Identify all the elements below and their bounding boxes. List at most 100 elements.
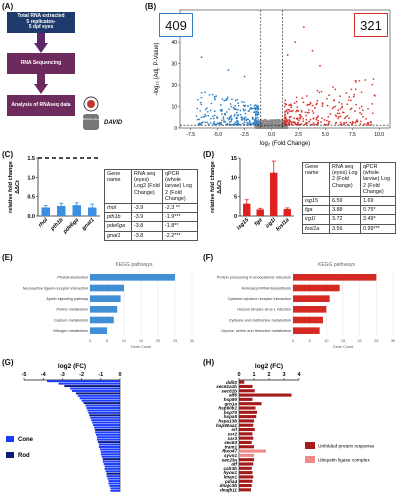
- volcano-point-up: [301, 97, 304, 100]
- legend-label: Unfolded protein response: [318, 444, 375, 450]
- volcano-point-ns: [274, 118, 277, 121]
- bar: [239, 479, 253, 483]
- category-label: lman1: [224, 475, 238, 480]
- volcano-point-down: [198, 122, 201, 125]
- volcano-point-up: [292, 121, 294, 124]
- volcano-point-up: [345, 116, 347, 118]
- volcano-point-up: [332, 106, 335, 108]
- volcano-point-down: [236, 116, 238, 119]
- volcano-point-up: [339, 107, 342, 110]
- volcano-point-up: [309, 102, 312, 105]
- bar: [90, 327, 107, 334]
- volcano-point-outlier: [374, 94, 376, 97]
- volcano-point-up: [356, 120, 359, 123]
- volcano-point-down: [208, 93, 211, 96]
- bar: [239, 462, 254, 466]
- volcano-point-up: [321, 103, 324, 105]
- volcano-point-up: [283, 123, 286, 126]
- volcano-point-up: [358, 79, 361, 82]
- bar: [72, 389, 120, 392]
- volcano-point-ns: [261, 125, 264, 127]
- volcano-point-up: [285, 109, 288, 112]
- volcano-point-up: [360, 91, 363, 94]
- bar: [77, 394, 120, 397]
- volcano-point-up: [354, 88, 357, 91]
- bar: [239, 458, 254, 462]
- x-axis-label: Gene Count: [131, 345, 152, 349]
- volcano-point-up: [371, 103, 374, 105]
- bar: [99, 448, 120, 451]
- volcano-point-down: [237, 114, 239, 117]
- qpcr-table-d: Gene name RNA seq (eyes) Log 2 (Fold Cha…: [302, 161, 396, 234]
- y-tick-label: 10: [171, 104, 177, 110]
- volcano-point-up: [327, 121, 330, 123]
- bar: [270, 172, 278, 216]
- table-cell: pde6ga: [104, 221, 132, 232]
- volcano-point-up: [333, 99, 335, 101]
- volcano-point-up: [352, 95, 355, 98]
- volcano-point-up: [297, 110, 300, 113]
- volcano-point-down: [214, 98, 216, 101]
- x-tick-label: 25: [374, 339, 378, 343]
- bar: [104, 465, 120, 468]
- bar: [239, 453, 254, 457]
- volcano-point-up: [346, 115, 349, 117]
- table-head-cell: RNA seq (eyes) Log 2 (Fold Change): [329, 161, 361, 198]
- x-tick-label: 4: [297, 372, 301, 378]
- x-tick-label: 5.0: [322, 132, 329, 138]
- y-tick-label: 0: [234, 214, 237, 220]
- volcano-point-up: [297, 121, 300, 124]
- volcano-point-up: [285, 118, 288, 121]
- volcano-point-up: [341, 106, 343, 109]
- category-label: Calcium metabolism: [54, 318, 88, 322]
- kegg-chart-e: KEGG pathways 0 5 10 15 20 25 30 Gene Count Photo…: [23, 262, 194, 349]
- table-cell: rhol: [104, 203, 132, 214]
- volcano-point-up: [335, 121, 338, 124]
- volcano-point-down: [213, 110, 216, 113]
- bar: [293, 295, 330, 302]
- volcano-point-down: [197, 123, 200, 125]
- volcano-point-up: [317, 115, 320, 117]
- volcano-point-down: [241, 100, 243, 103]
- volcano-point-down: [253, 122, 256, 125]
- panel-label-e: (E): [2, 253, 13, 262]
- table-cell: -2.2***: [162, 230, 198, 241]
- bar: [41, 207, 51, 216]
- bar: [101, 455, 120, 458]
- volcano-point-outlier: [243, 75, 246, 78]
- bar: [239, 445, 254, 449]
- volcano-point-up: [284, 99, 287, 102]
- volcano-point-down: [207, 114, 210, 117]
- volcano-point-down: [229, 116, 232, 119]
- volcano-point-up: [309, 118, 312, 121]
- bar: [239, 423, 254, 427]
- panel-label-a: (A): [2, 2, 14, 11]
- bar: [96, 433, 120, 436]
- volcano-point-down: [219, 109, 222, 112]
- category-label: hspa5: [224, 414, 238, 419]
- volcano-point-up: [295, 96, 298, 99]
- volcano-point-down: [230, 114, 232, 117]
- x-tick-label: -4: [41, 372, 47, 378]
- x-axis-label: Gene Count: [333, 345, 354, 349]
- volcano-point-down: [255, 120, 257, 123]
- volcano-point-up: [345, 121, 348, 124]
- bar: [239, 402, 262, 406]
- volcano-point-down: [229, 103, 232, 105]
- volcano-point-up: [320, 121, 322, 123]
- volcano-point-up: [307, 103, 310, 106]
- volcano-point-up: [358, 107, 361, 110]
- volcano-point-up: [300, 123, 303, 125]
- table-cell: 1.69: [360, 196, 396, 207]
- volcano-point-down: [246, 123, 249, 126]
- volcano-point-down: [255, 122, 258, 125]
- count-up-box: 321: [354, 13, 388, 37]
- volcano-point-down: [226, 117, 229, 119]
- table-row: fga 3.88 0.75*: [302, 205, 396, 216]
- x-tick-label: -2: [79, 372, 84, 378]
- volcano-point-down: [256, 114, 259, 116]
- bar: [98, 445, 120, 448]
- volcano-point-up: [342, 123, 345, 126]
- volcano-point-down: [212, 117, 215, 120]
- volcano-point-down: [254, 107, 256, 110]
